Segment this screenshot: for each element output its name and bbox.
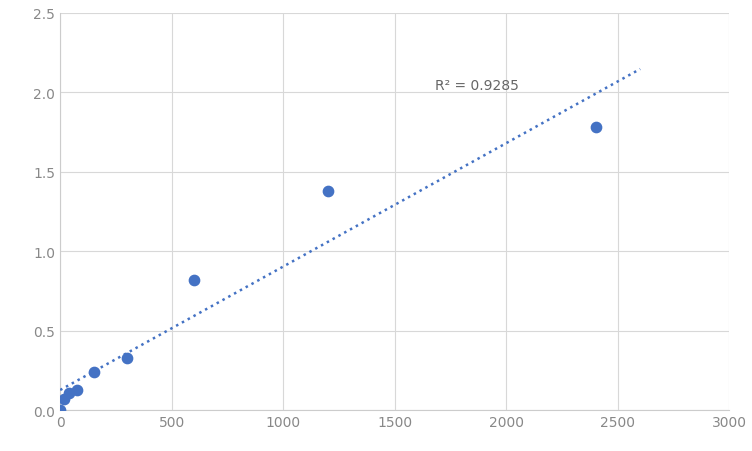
Point [62, 389, 74, 396]
Point [121, 354, 133, 362]
Text: R² = 0.9285: R² = 0.9285 [435, 79, 519, 93]
Point [54, 407, 66, 414]
Point [71, 386, 83, 393]
Point [188, 276, 200, 284]
Point [322, 188, 334, 195]
Point [59, 396, 71, 403]
Point [590, 124, 602, 131]
Point [87, 369, 99, 376]
